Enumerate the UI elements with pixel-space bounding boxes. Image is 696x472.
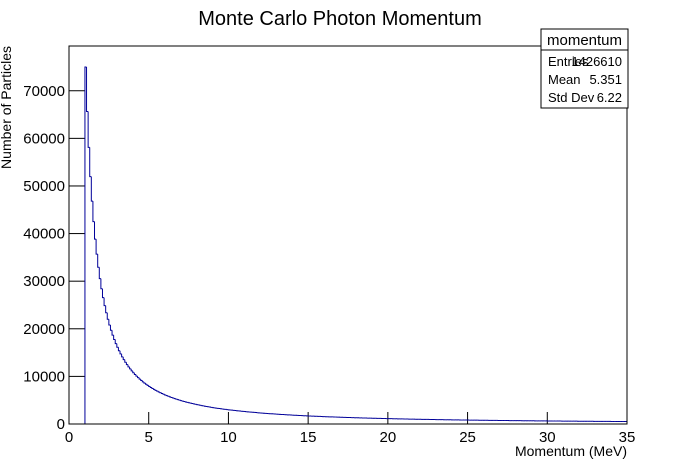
histogram-bin bbox=[101, 288, 105, 299]
stats-label: Entries bbox=[548, 54, 589, 69]
histogram-bin bbox=[167, 395, 170, 397]
stats-frame bbox=[540, 28, 629, 109]
histogram-bin bbox=[100, 278, 103, 290]
histogram-bin bbox=[160, 392, 164, 395]
histogram-bin bbox=[114, 339, 117, 345]
histogram-bin bbox=[129, 366, 132, 370]
histogram-bin bbox=[133, 372, 136, 375]
histogram-bin bbox=[108, 319, 111, 326]
x-axis-label: Momentum (MeV) bbox=[515, 443, 627, 459]
histogram-bin bbox=[105, 305, 108, 314]
histogram-bin bbox=[87, 111, 90, 148]
histogram-bin bbox=[137, 376, 140, 379]
stats-label: Mean bbox=[548, 72, 581, 87]
histogram-bin bbox=[113, 335, 116, 340]
y-tick-label: 0 bbox=[57, 416, 65, 433]
histogram-bin bbox=[175, 398, 178, 400]
stats-value: 6.22 bbox=[597, 90, 622, 105]
histogram-bin bbox=[109, 325, 113, 331]
histogram-bin bbox=[159, 392, 162, 394]
histogram-bin bbox=[168, 396, 172, 398]
histogram-bin bbox=[127, 364, 130, 368]
y-tick-label: 60000 bbox=[23, 130, 65, 147]
x-tick-label: 25 bbox=[459, 429, 476, 446]
histogram-bin bbox=[149, 386, 152, 389]
x-tick-label: 5 bbox=[145, 429, 153, 446]
histogram-bin bbox=[148, 385, 151, 387]
histogram-bin bbox=[95, 239, 98, 255]
histogram-bin bbox=[145, 383, 148, 385]
x-tick-label: 20 bbox=[380, 429, 397, 446]
histogram-bin bbox=[156, 390, 159, 392]
histogram-bin bbox=[106, 312, 109, 320]
histogram-bin bbox=[173, 398, 176, 400]
chart-title: Monte Carlo Photon Momentum bbox=[198, 8, 481, 30]
histogram-bin bbox=[84, 66, 87, 424]
y-tick-label: 40000 bbox=[23, 226, 65, 243]
plot-area: 0 5 10 15 20 25 30 35 0 10000 20000 30000 40000 50000… bbox=[23, 66, 636, 446]
histogram-bin bbox=[170, 396, 173, 398]
x-tick-label: 15 bbox=[300, 429, 317, 446]
stats-label: Std Dev bbox=[548, 90, 595, 105]
histogram-bin bbox=[97, 254, 100, 268]
histogram-bin bbox=[146, 384, 149, 386]
y-tick-label: 30000 bbox=[23, 273, 65, 290]
y-tick-label: 70000 bbox=[23, 83, 65, 100]
histogram-bin bbox=[138, 377, 141, 380]
y-tick-label: 50000 bbox=[23, 178, 65, 195]
y-tick-label: 10000 bbox=[23, 368, 65, 385]
histogram-bin bbox=[103, 297, 106, 307]
histogram-bin bbox=[116, 343, 119, 348]
stats-box: momentum Entries 1426610 Mean 5.351 Std … bbox=[540, 28, 629, 109]
histogram-bin bbox=[119, 350, 122, 355]
histogram-bin bbox=[143, 381, 146, 384]
histogram-bin bbox=[90, 176, 93, 202]
histogram-bin bbox=[98, 267, 101, 280]
histogram-bin bbox=[92, 201, 95, 223]
histogram-bin bbox=[172, 397, 175, 399]
histogram-bin bbox=[152, 388, 156, 390]
histogram-bin bbox=[165, 394, 168, 397]
histogram-bin bbox=[157, 391, 160, 393]
histogram-bin bbox=[135, 374, 138, 377]
histogram-bin bbox=[130, 368, 133, 372]
histogram-bin bbox=[132, 370, 135, 374]
x-tick-label: 0 bbox=[65, 429, 73, 446]
histogram-bin bbox=[125, 362, 128, 366]
histogram-bin bbox=[154, 389, 157, 391]
histogram-bin bbox=[122, 356, 125, 361]
histogram-bin bbox=[176, 399, 180, 401]
histogram-bin bbox=[111, 330, 114, 336]
histogram-bin bbox=[89, 147, 92, 178]
histogram-bin bbox=[140, 379, 143, 382]
histogram-bin bbox=[162, 393, 165, 395]
histogram-bin bbox=[164, 394, 167, 396]
stats-value: 1426610 bbox=[571, 54, 622, 69]
histogram-bin bbox=[151, 387, 154, 389]
frame bbox=[68, 45, 628, 425]
histogram-bin bbox=[141, 380, 144, 383]
histogram-bin bbox=[86, 66, 89, 113]
stats-title: momentum bbox=[547, 32, 622, 49]
y-tick-label: 20000 bbox=[23, 321, 65, 338]
stats-value: 5.351 bbox=[589, 72, 622, 87]
x-tick-label: 30 bbox=[539, 429, 556, 446]
histogram-bin bbox=[117, 347, 121, 352]
histogram-bin bbox=[121, 353, 124, 358]
x-tick-label: 10 bbox=[220, 429, 237, 446]
histogram-bin bbox=[124, 359, 127, 363]
histogram-bin bbox=[94, 221, 97, 240]
x-tick-label: 35 bbox=[619, 429, 636, 446]
y-axis-label: Number of Particles bbox=[0, 46, 14, 169]
